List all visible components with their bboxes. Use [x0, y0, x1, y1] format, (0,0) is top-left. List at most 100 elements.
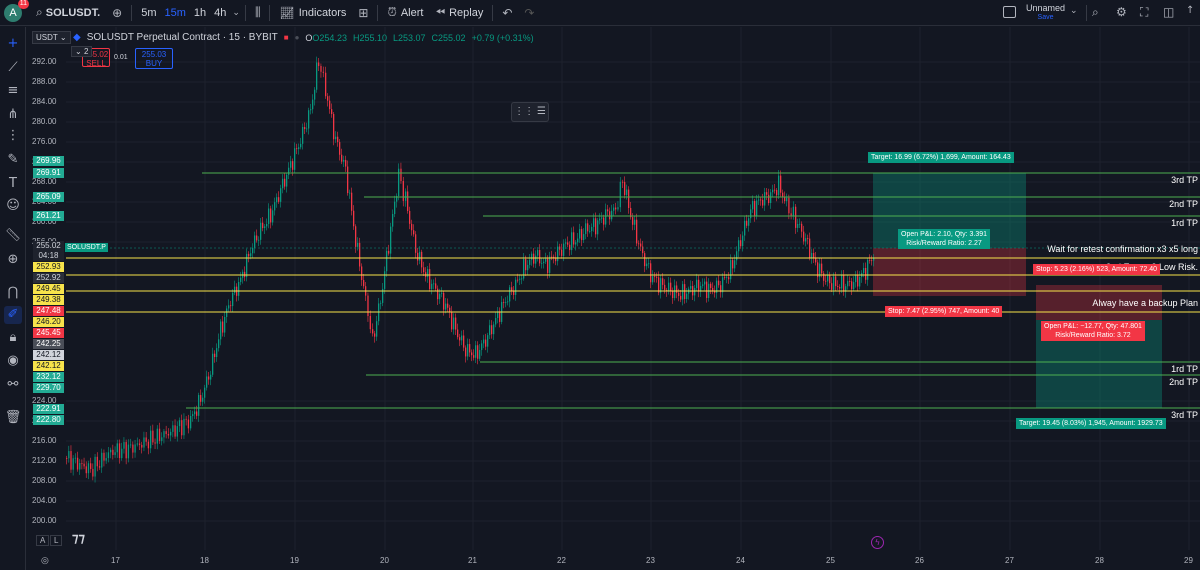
candle-body: [778, 175, 780, 196]
candle-body: [286, 174, 288, 187]
candle-body: [624, 182, 626, 195]
price-chart[interactable]: [27, 27, 1200, 570]
fib-icon[interactable]: ⋮: [6, 128, 20, 143]
redo-button[interactable]: ↷: [518, 0, 540, 26]
crosshair-icon[interactable]: +: [7, 36, 19, 51]
candle-body: [457, 329, 459, 338]
candle-body: [835, 276, 837, 287]
candle-body: [98, 466, 101, 468]
stay-in-drawing-icon[interactable]: ✐: [4, 306, 22, 324]
quick-search-icon[interactable]: ⌕: [1092, 5, 1099, 19]
buy-button[interactable]: 255.03 BUY: [135, 48, 173, 69]
short-target-label[interactable]: Target: 19.45 (8.03%) 1,945, Amount: 192…: [1016, 418, 1166, 429]
timeframe-5m[interactable]: 5m: [141, 6, 157, 19]
candle-body: [154, 442, 156, 444]
publish-icon[interactable]: ↑: [1186, 5, 1195, 16]
ohlc-open: O254.23: [312, 32, 347, 43]
long-stop-label[interactable]: Stop: 5.23 (2.16%) 523, Amount: 72.40: [1033, 264, 1161, 275]
timeframe-4h[interactable]: 4h: [214, 6, 227, 19]
link-icon[interactable]: ⚯: [7, 377, 19, 392]
candle-body: [70, 451, 72, 470]
sell-button[interactable]: 255.02 SELL: [82, 48, 110, 68]
price-axis-tick: 284.00: [32, 97, 57, 106]
candle-body: [507, 301, 509, 303]
candle-body: [601, 217, 603, 219]
tradingview-logo[interactable]: ⁊⁊: [72, 530, 85, 545]
candle-body: [85, 466, 87, 474]
chevron-down-icon[interactable]: ⌄: [1070, 6, 1078, 16]
candle-body: [807, 238, 809, 239]
candle-body: [738, 240, 740, 252]
fullscreen-icon[interactable]: ⛶: [1140, 5, 1149, 19]
price-tag: 252.92: [33, 273, 64, 283]
long-position-info[interactable]: Open P&L: 2.10, Qty: 3.391 Risk/Reward R…: [898, 229, 990, 249]
eye-icon[interactable]: ◉: [7, 353, 19, 368]
chart-title[interactable]: SOLUSDT Perpetual Contract · 15 · BYBIT: [86, 32, 278, 43]
undo-button[interactable]: ↶: [496, 0, 518, 26]
layout-icon[interactable]: [1003, 6, 1016, 18]
candle-body: [187, 419, 190, 429]
timeframe-15m[interactable]: 15m: [164, 6, 186, 19]
candle-body: [329, 100, 331, 110]
candle-body: [481, 343, 483, 351]
auto-scale-button[interactable]: A: [36, 535, 50, 546]
zoom-in-icon[interactable]: ⊕: [7, 252, 19, 267]
candle-body: [396, 196, 398, 202]
candle-body: [819, 263, 821, 278]
magnet-icon[interactable]: ⋂: [7, 285, 19, 300]
candle-body: [185, 418, 187, 420]
order-qty[interactable]: 0.01: [114, 54, 128, 61]
short-stop-label[interactable]: Stop: 7.47 (2.95%) 747, Amount: 40: [885, 306, 1003, 317]
candle-body: [748, 218, 750, 226]
lock-icon[interactable]: 🔒︎: [9, 330, 17, 345]
candle-body: [696, 279, 698, 289]
indicators-button[interactable]: 📈︎ Indicators: [273, 0, 352, 26]
settings-sliders-icon[interactable]: ☰: [536, 106, 546, 117]
pitchfork-icon[interactable]: ⋔: [7, 107, 19, 122]
ruler-icon[interactable]: 📏︎: [4, 228, 22, 243]
text-icon[interactable]: T: [9, 176, 17, 191]
goto-date-icon[interactable]: ◎: [41, 555, 49, 565]
trend-line-icon[interactable]: ⟋: [8, 60, 18, 75]
chevron-down-icon[interactable]: ⌄: [232, 7, 240, 18]
lightning-icon[interactable]: ϟ: [871, 536, 884, 549]
candle-body: [795, 206, 797, 228]
symbol-search[interactable]: ⌕ SOLUSDT.: [30, 0, 106, 26]
brush-icon[interactable]: ✎: [7, 152, 19, 167]
candle-body: [105, 458, 107, 461]
layout-name-button[interactable]: Unnamed Save: [1026, 3, 1065, 23]
candle-body: [419, 251, 421, 261]
gear-icon[interactable]: ⚙: [1116, 5, 1127, 19]
currency-selector[interactable]: USDT ⌄: [32, 31, 71, 44]
templates-button[interactable]: ⊞: [352, 0, 374, 26]
log-scale-button[interactable]: L: [50, 535, 63, 546]
user-avatar[interactable]: A 11: [4, 0, 29, 22]
divider: [377, 4, 379, 21]
long-target-label[interactable]: Target: 16.99 (6.72%) 1,699, Amount: 164…: [868, 152, 1014, 163]
floating-drawing-toolbar[interactable]: ⋮⋮ ☰: [511, 102, 549, 122]
candle-body: [521, 278, 523, 280]
drag-handle-icon[interactable]: ⋮⋮: [514, 106, 535, 117]
camera-icon[interactable]: ◫: [1163, 5, 1175, 19]
flag-icon[interactable]: ■: [283, 33, 289, 42]
layout-save-status: Save: [1037, 14, 1054, 21]
smile-icon[interactable]: ☺: [6, 198, 20, 213]
trash-icon[interactable]: 🗑︎: [4, 410, 22, 425]
replay-button[interactable]: ⏪︎ Replay: [429, 0, 489, 26]
long-open-pl: Open P&L: 2.10, Qty: 3.391: [901, 231, 987, 238]
short-position-info[interactable]: Open P&L: −12.77, Qty: 47.801 Risk/Rewar…: [1041, 321, 1145, 341]
time-axis-tick: 22: [557, 556, 566, 565]
candle-body: [152, 430, 154, 443]
compare-button[interactable]: ⊕: [106, 0, 128, 26]
price-tag: 247.48: [33, 306, 64, 316]
timeframe-1h[interactable]: 1h: [193, 6, 207, 19]
alert-button[interactable]: ⏰︎ Alert: [381, 0, 429, 26]
symbol-price-tag: SOLUSDT.P: [65, 243, 108, 252]
candle-body: [252, 247, 254, 254]
chart-type-button[interactable]: ⫼: [249, 0, 267, 26]
candle-body: [642, 246, 644, 254]
horizontal-lines-icon[interactable]: ≡: [7, 83, 19, 98]
candle-body: [74, 457, 77, 459]
indicators-collapse-button[interactable]: ⌄ 2: [71, 46, 93, 57]
log-scale-label: L: [54, 536, 59, 545]
